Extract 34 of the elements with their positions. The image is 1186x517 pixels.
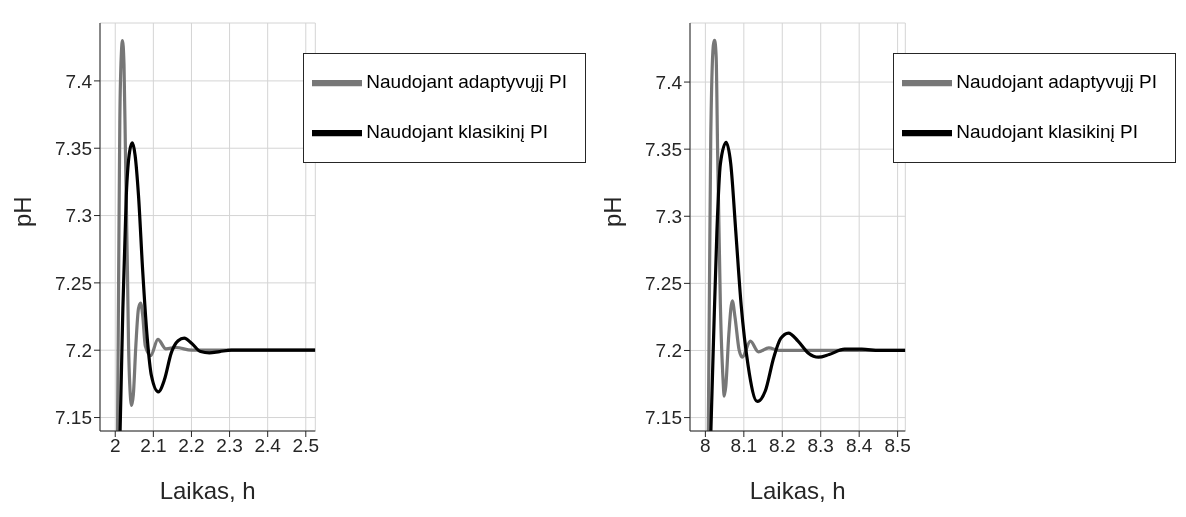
y-tick-label: 7.35 [55,137,92,159]
y-axis-title: pH [8,196,36,227]
x-tick-label: 2.3 [216,435,243,457]
x-tick-label: 2.4 [254,435,282,457]
x-tick-label: 8.2 [769,435,796,457]
y-tick-label: 7.2 [655,340,682,362]
y-tick-label: 7.4 [65,70,93,92]
x-tick-label: 8.3 [807,435,834,457]
y-tick-label: 7.25 [645,273,682,295]
x-tick-label: 8 [700,435,711,457]
legend-label: Naudojant adaptyvųjį PI [366,71,567,93]
y-tick-label: 7.15 [645,407,682,429]
x-axis-title: Laikas, h [159,477,256,504]
y-tick-label: 7.3 [65,205,92,227]
y-tick-label: 7.25 [55,272,92,294]
x-tick-label: 8.4 [845,435,873,457]
x-tick-label: 2.2 [178,435,205,457]
legend-label: Naudojant klasikinį PI [956,121,1138,143]
y-tick-label: 7.35 [645,138,682,160]
line-series [118,141,316,431]
y-tick-label: 7.2 [65,339,92,361]
x-tick-label: 8.5 [884,435,911,457]
legend-label: Naudojant klasikinį PI [366,121,548,143]
y-tick-label: 7.3 [655,206,682,228]
x-tick-label: 2.5 [292,435,319,457]
legend-label: Naudojant adaptyvųjį PI [956,71,1157,93]
x-tick-label: 8.1 [730,435,758,457]
y-tick-label: 7.15 [55,407,92,429]
line-series [709,140,906,431]
y-axis-title: pH [598,196,626,227]
x-tick-label: 2 [109,435,121,457]
y-tick-label: 7.4 [655,71,683,93]
x-axis-title: Laikas, h [749,477,846,504]
x-tick-label: 2.1 [140,435,167,457]
